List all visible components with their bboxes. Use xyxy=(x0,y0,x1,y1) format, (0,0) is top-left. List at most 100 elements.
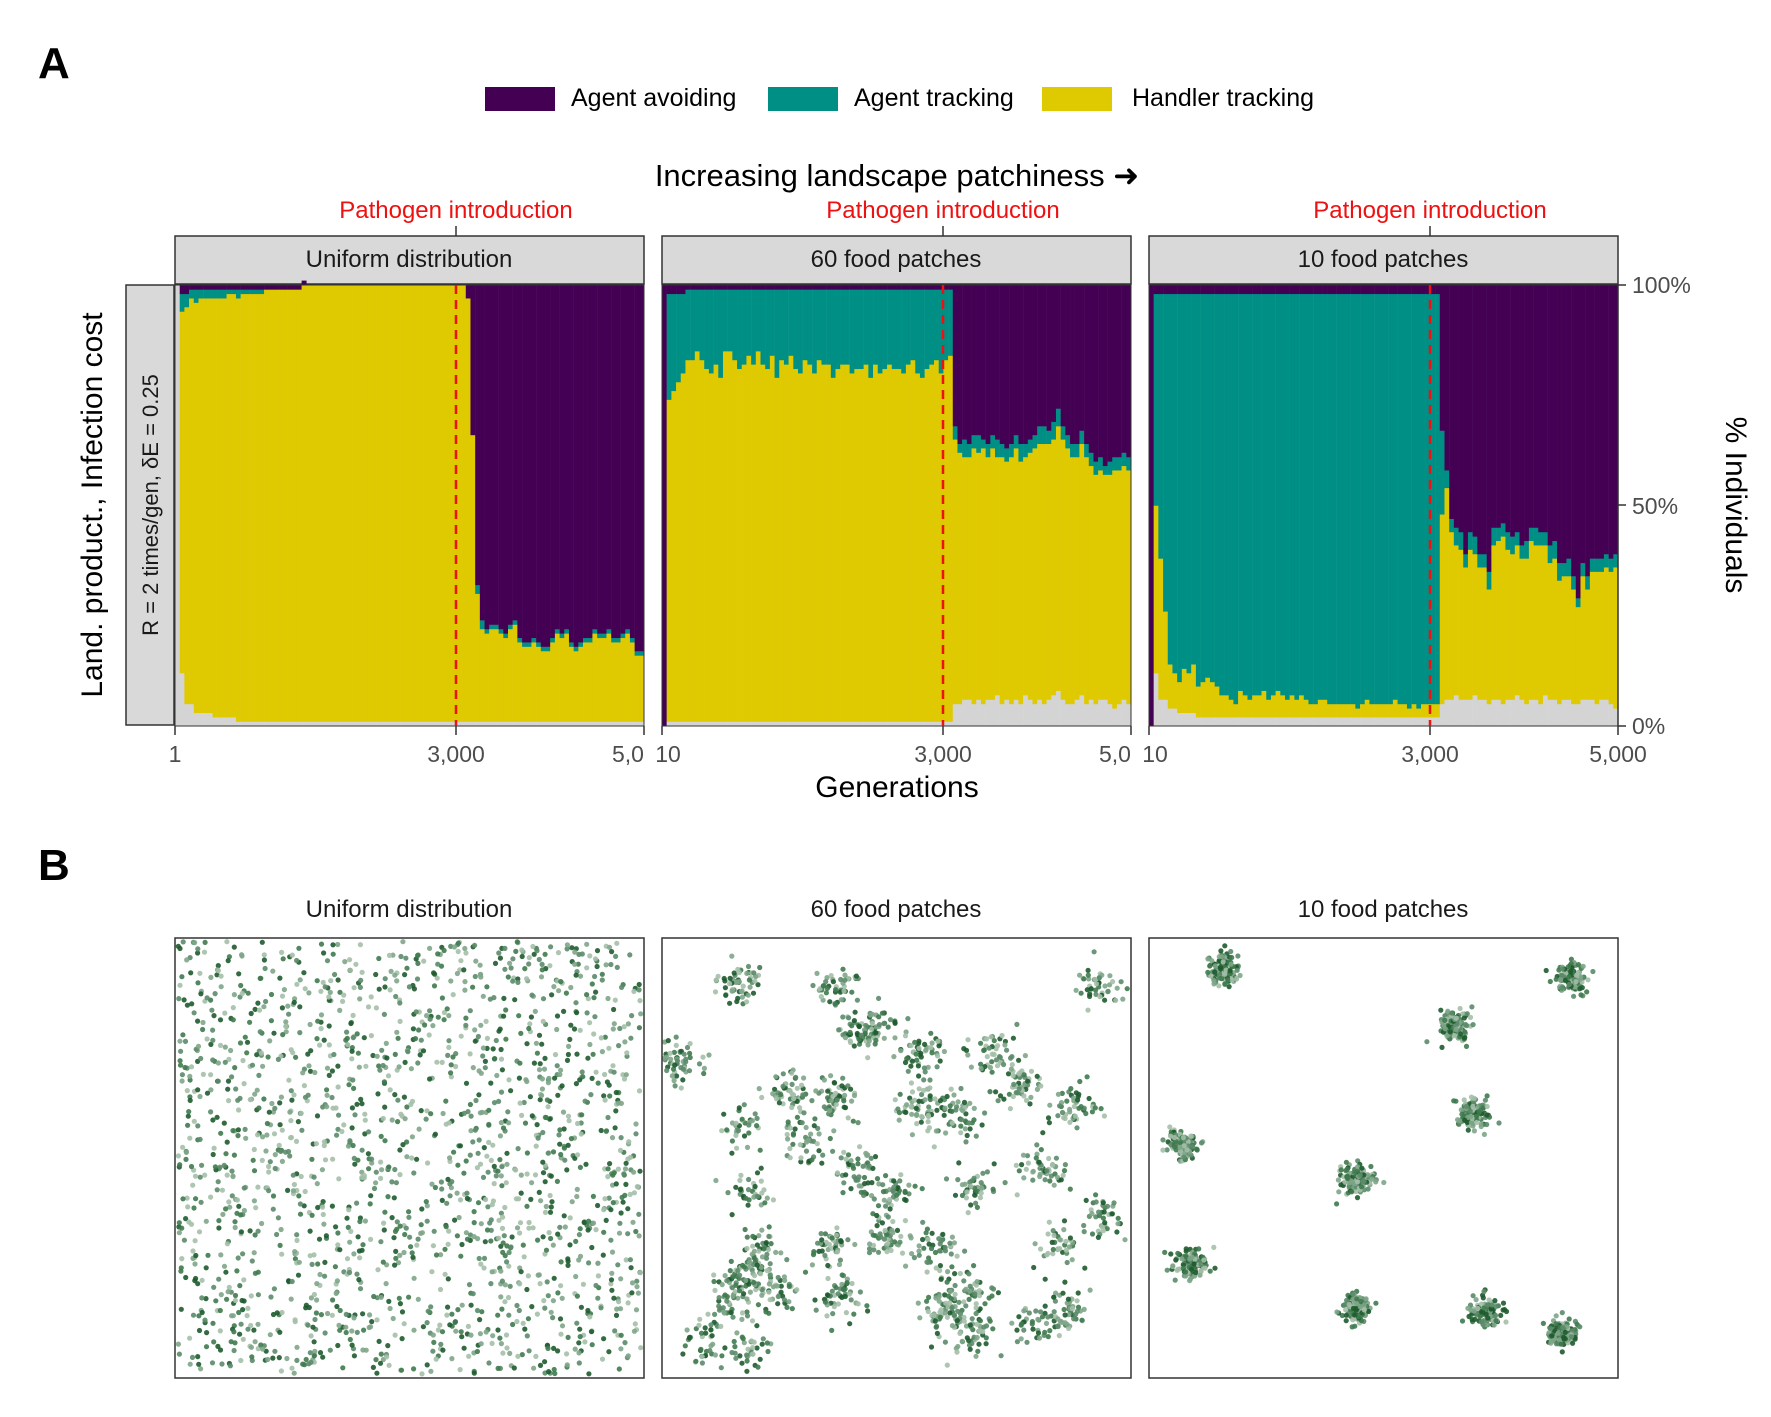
scatter-point xyxy=(1500,1300,1507,1306)
scatter-point xyxy=(287,1109,293,1115)
scatter-point xyxy=(623,1072,629,1078)
scatter-point xyxy=(925,1259,931,1265)
scatter-point xyxy=(628,1265,634,1271)
scatter-point xyxy=(870,1165,876,1171)
scatter-point xyxy=(827,999,833,1005)
bar-segment-agent-tracking xyxy=(1341,293,1347,705)
scatter-point xyxy=(215,968,221,974)
scatter-point xyxy=(625,1156,631,1162)
scatter-point xyxy=(430,1023,436,1029)
scatter-point xyxy=(840,1014,846,1020)
bar-segment-other xyxy=(1046,699,1052,727)
scatter-point xyxy=(258,1050,264,1056)
scatter-point xyxy=(251,1146,257,1153)
scatter-point xyxy=(220,1211,226,1217)
scatter-point xyxy=(1068,1086,1074,1092)
bar-segment-agent-tracking xyxy=(1018,443,1024,462)
bar-segment-agent-tracking xyxy=(1177,293,1183,683)
bar-segment-other xyxy=(512,721,518,727)
scatter-point xyxy=(572,1155,578,1161)
scatter-point xyxy=(539,1092,545,1098)
bar-segment-handler-tracking xyxy=(250,293,255,722)
scatter-point xyxy=(578,1304,585,1310)
scatter-point xyxy=(969,1316,975,1322)
bar-segment-agent-avoiding xyxy=(976,285,982,436)
scatter-point xyxy=(862,1181,868,1187)
scatter-point xyxy=(897,1239,903,1245)
scatter-point xyxy=(507,960,513,966)
bar-segment-handler-tracking xyxy=(367,285,373,722)
bar-segment-agent-tracking xyxy=(1261,293,1267,691)
scatter-point xyxy=(860,1163,866,1169)
scatter-point xyxy=(701,1070,707,1077)
scatter-point xyxy=(307,1068,314,1074)
bar-segment-handler-tracking xyxy=(320,285,326,722)
bar-segment-other xyxy=(1065,703,1071,727)
scatter-point xyxy=(375,1267,381,1273)
scatter-point xyxy=(519,1352,525,1358)
scatter-point xyxy=(187,1073,193,1079)
bar-segment-other xyxy=(1121,699,1127,727)
scatter-point xyxy=(265,1054,271,1060)
scatter-point xyxy=(315,1018,321,1024)
bar-segment-agent-tracking xyxy=(1289,293,1295,696)
scatter-point xyxy=(196,1313,202,1319)
scatter-point xyxy=(366,1166,372,1172)
scatter-point xyxy=(909,1058,916,1064)
bar-segment-handler-tracking xyxy=(938,373,944,722)
scatter-point xyxy=(926,1255,932,1261)
scatter-point xyxy=(669,1073,675,1079)
bar-segment-agent-tracking xyxy=(1327,293,1333,705)
bar-segment-other xyxy=(798,721,803,727)
scatter-point xyxy=(749,1351,756,1357)
bar-segment-agent-avoiding xyxy=(1126,285,1132,458)
scatter-point xyxy=(865,1152,871,1158)
bar-segment-other xyxy=(924,721,930,727)
scatter-point xyxy=(439,995,445,1001)
annotation-pathogen-introduction-3: Pathogen introduction xyxy=(1313,197,1547,224)
scatter-point xyxy=(521,1254,527,1260)
scatter-point xyxy=(1008,1066,1015,1072)
scatter-point xyxy=(176,1351,182,1357)
scatter-point xyxy=(266,1109,272,1115)
bar-segment-other xyxy=(1547,699,1553,727)
scatter-point xyxy=(210,1057,216,1063)
scatter-point xyxy=(324,1092,330,1098)
scatter-point xyxy=(739,1310,746,1316)
scatter-point xyxy=(768,1241,774,1247)
scatter-point xyxy=(978,1066,984,1072)
bar-segment-agent-tracking xyxy=(540,646,546,652)
scatter-point xyxy=(432,1131,438,1137)
bar-segment-other xyxy=(826,721,832,727)
bar-segment-other xyxy=(666,721,672,727)
scatter-point xyxy=(724,1127,730,1133)
scatter-point xyxy=(974,1321,980,1327)
scatter-point xyxy=(744,1358,750,1364)
bar-segment-other xyxy=(1308,717,1314,727)
bar-segment-other xyxy=(1411,717,1417,727)
scatter-point xyxy=(627,1257,634,1263)
scatter-point xyxy=(609,1287,615,1293)
bar-segment-handler-tracking xyxy=(353,285,359,722)
bar-segment-handler-tracking xyxy=(343,285,349,722)
scatter-point xyxy=(989,1059,995,1065)
scatter-point xyxy=(540,1159,546,1165)
scatter-point xyxy=(397,1172,403,1178)
scatter-point xyxy=(548,1204,554,1210)
scatter-point xyxy=(204,1330,210,1336)
scatter-point xyxy=(952,1282,958,1289)
scatter-point xyxy=(987,1318,993,1324)
bar-segment-handler-tracking xyxy=(507,628,513,722)
bar-segment-agent-avoiding xyxy=(802,285,808,290)
scatter-point xyxy=(906,1182,912,1188)
bar-segment-other xyxy=(207,712,213,727)
scatter-point xyxy=(490,1142,496,1148)
bar-segment-other xyxy=(1060,699,1066,727)
scatter-point xyxy=(987,1064,994,1071)
bar-segment-other xyxy=(437,721,443,727)
scatter-point xyxy=(538,1198,544,1204)
scatter-point xyxy=(415,1236,421,1242)
scatter-point xyxy=(545,1345,551,1351)
scatter-point xyxy=(921,1245,927,1251)
scatter-point xyxy=(820,983,826,989)
